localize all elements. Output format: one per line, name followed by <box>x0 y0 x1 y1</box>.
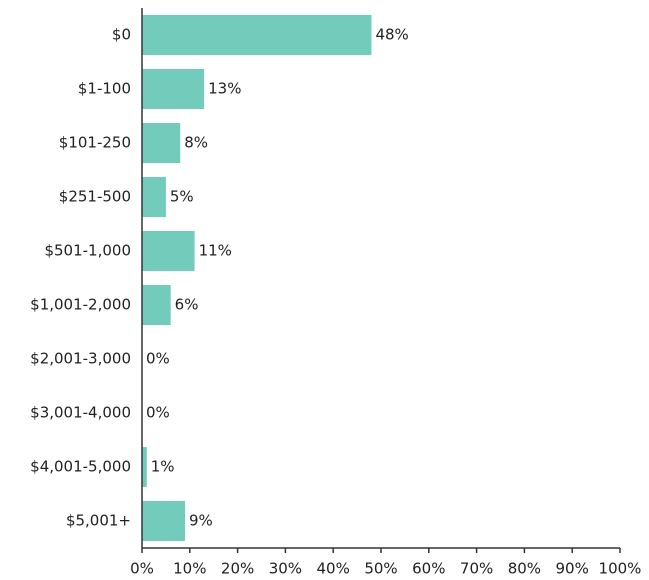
bar <box>142 69 205 109</box>
value-label: 0% <box>146 404 170 422</box>
y-tick-label: $251-500 <box>59 188 131 206</box>
value-label: 5% <box>170 188 194 206</box>
y-tick-label: $5,001+ <box>66 512 131 530</box>
x-tick-label: 60% <box>412 560 445 578</box>
value-label: 48% <box>375 26 408 44</box>
bar <box>142 123 181 163</box>
bar <box>142 285 171 325</box>
x-tick-label: 40% <box>317 560 350 578</box>
y-tick-label: $1-100 <box>78 80 131 98</box>
value-label: 6% <box>175 296 199 314</box>
x-tick-label: 20% <box>221 560 254 578</box>
x-tick-label: 100% <box>599 560 642 578</box>
bar <box>142 231 195 271</box>
y-tick-label: $1,001-2,000 <box>30 296 131 314</box>
y-tick-label: $501-1,000 <box>44 242 131 260</box>
value-label: 0% <box>146 350 170 368</box>
value-label: 9% <box>189 512 213 530</box>
bar <box>142 15 372 55</box>
value-label: 1% <box>151 458 175 476</box>
x-tick-label: 80% <box>508 560 541 578</box>
x-tick-label: 0% <box>130 560 154 578</box>
x-tick-label: 90% <box>556 560 589 578</box>
x-tick-label: 30% <box>269 560 302 578</box>
y-tick-label: $101-250 <box>59 134 131 152</box>
value-label: 13% <box>208 80 241 98</box>
bar <box>142 447 147 487</box>
y-tick-label: $0 <box>112 26 131 44</box>
x-tick-label: 70% <box>460 560 493 578</box>
y-tick-label: $2,001-3,000 <box>30 350 131 368</box>
y-tick-label: $3,001-4,000 <box>30 404 131 422</box>
x-tick-label: 50% <box>364 560 397 578</box>
bar <box>142 501 186 541</box>
bar <box>142 177 166 217</box>
y-tick-label: $4,001-5,000 <box>30 458 131 476</box>
value-label: 11% <box>199 242 232 260</box>
x-tick-label: 10% <box>173 560 206 578</box>
value-label: 8% <box>184 134 208 152</box>
